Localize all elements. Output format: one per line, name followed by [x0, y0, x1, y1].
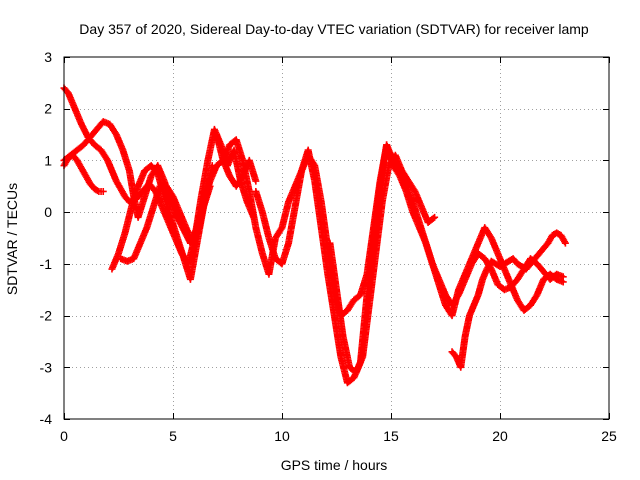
x-tick-label: 25 [601, 428, 617, 444]
data-point [208, 162, 216, 170]
data-point-fill [93, 187, 101, 195]
series-track-7 [252, 141, 567, 320]
axis-ticks: 0 5 10 15 20 25 -4 -3 -2 -1 0 1 2 3 [40, 49, 617, 444]
data-point [559, 273, 567, 281]
data-point [252, 177, 260, 185]
y-tick-label: 0 [44, 204, 52, 220]
data-points [60, 84, 569, 387]
y-tick-label: 1 [44, 152, 52, 168]
plot-frame [63, 56, 610, 420]
chart-title: Day 357 of 2020, Sidereal Day-to-day VTE… [79, 21, 589, 37]
data-point-fill [429, 214, 437, 222]
y-axis-label: SDTVAR / TECUs [4, 183, 20, 295]
x-tick-label: 0 [60, 428, 68, 444]
series-track-3 [60, 151, 107, 195]
x-tick-label: 15 [383, 428, 399, 444]
x-tick-label: 20 [492, 428, 508, 444]
y-tick-label: -3 [40, 359, 53, 375]
data-point [561, 239, 569, 247]
series-track-8 [326, 151, 439, 376]
y-tick-label: -2 [40, 308, 53, 324]
data-point [99, 187, 107, 195]
series-track-5 [117, 162, 216, 265]
x-axis-label: GPS time / hours [281, 457, 388, 473]
y-tick-label: 2 [44, 101, 52, 117]
x-tick-label: 5 [169, 428, 177, 444]
y-tick-label: -4 [40, 411, 53, 427]
x-tick-label: 10 [274, 428, 290, 444]
data-point [431, 213, 439, 221]
y-tick-label: 3 [44, 49, 52, 65]
series-track-4 [108, 162, 214, 283]
y-tick-label: -1 [40, 256, 53, 272]
series-track-9 [448, 229, 569, 371]
